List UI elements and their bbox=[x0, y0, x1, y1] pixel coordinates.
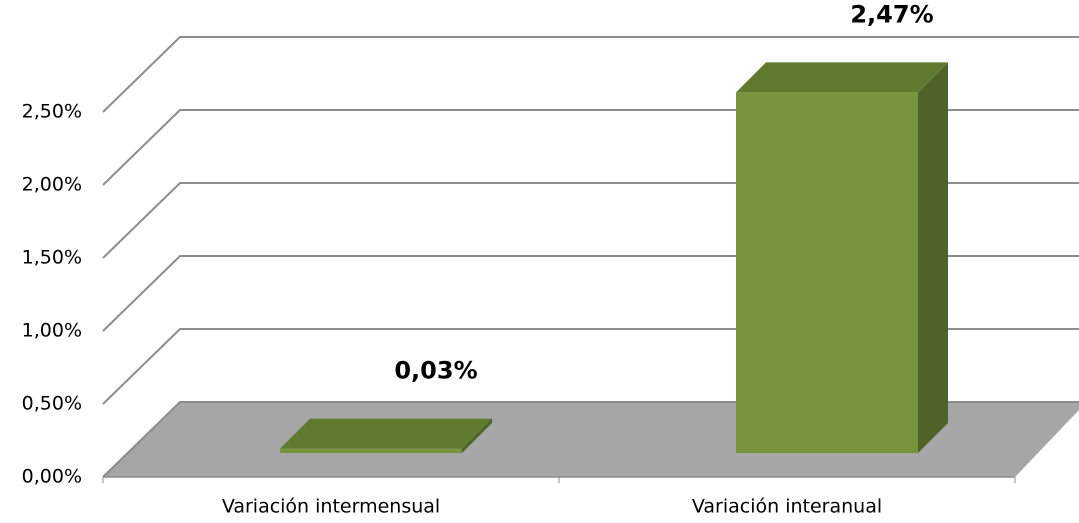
bar-top bbox=[736, 62, 948, 93]
y-tick-label: 1,50% bbox=[22, 247, 82, 269]
value-label: 2,47% bbox=[850, 0, 933, 28]
y-tick-label: 1,00% bbox=[22, 320, 82, 342]
y-tick-label: 0,50% bbox=[22, 393, 82, 415]
y-tick-label: 2,50% bbox=[22, 101, 82, 123]
bar-side bbox=[918, 62, 948, 453]
value-label: 0,03% bbox=[394, 357, 477, 385]
bar-side bbox=[462, 418, 492, 453]
bar-top bbox=[280, 418, 492, 449]
x-tick-label: Variación interanual bbox=[692, 496, 882, 518]
y-tick-label: 0,00% bbox=[22, 466, 82, 488]
grid-line bbox=[102, 36, 1079, 113]
x-tick-label: Variación intermensual bbox=[222, 496, 440, 518]
bar bbox=[736, 92, 918, 453]
y-tick-label: 2,00% bbox=[22, 174, 82, 196]
bar bbox=[280, 448, 462, 453]
